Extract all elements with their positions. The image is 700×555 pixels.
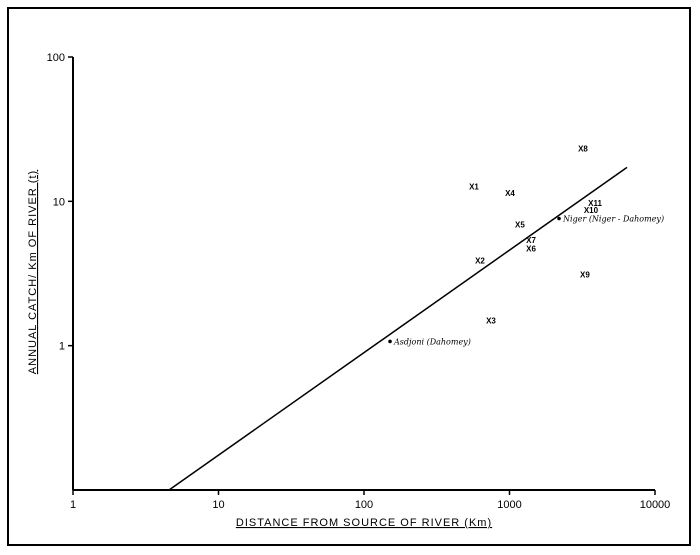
named-point-label: Asdjoni (Dahomey) xyxy=(393,337,471,346)
data-point: X3 xyxy=(486,316,496,325)
frame xyxy=(7,7,691,546)
data-point: X2 xyxy=(475,256,485,265)
x-tick-label: 10000 xyxy=(640,499,671,511)
y-tick-label: 1 xyxy=(59,341,65,353)
y-tick-label: 10 xyxy=(53,196,65,208)
x-tick-label: 10 xyxy=(212,499,224,511)
x-tick-label: 100 xyxy=(355,499,373,511)
data-point: X5 xyxy=(515,221,525,230)
fit-line xyxy=(168,166,628,491)
named-point-marker xyxy=(557,216,561,221)
named-point-label: Niger (Niger - Dahomey) xyxy=(562,215,664,224)
x-tick-label: 1 xyxy=(70,499,76,511)
data-point: X1 xyxy=(469,182,479,191)
data-point: X6 xyxy=(526,245,536,254)
data-point: X9 xyxy=(580,271,590,280)
named-point-marker xyxy=(388,339,392,344)
data-point: X7 xyxy=(526,236,536,245)
data-point: X11 xyxy=(588,199,602,208)
data-point: X10 xyxy=(584,206,599,215)
y-tick-label: 100 xyxy=(47,52,65,64)
x-tick-label: 1000 xyxy=(497,499,521,511)
data-point: X4 xyxy=(505,189,515,198)
data-point: X8 xyxy=(578,144,588,153)
x-axis-label: DISTANCE FROM SOURCE OF RIVER (Km) xyxy=(236,517,492,529)
y-axis-label: ANNUAL CATCH/ Km OF RIVER (t) xyxy=(27,170,39,374)
